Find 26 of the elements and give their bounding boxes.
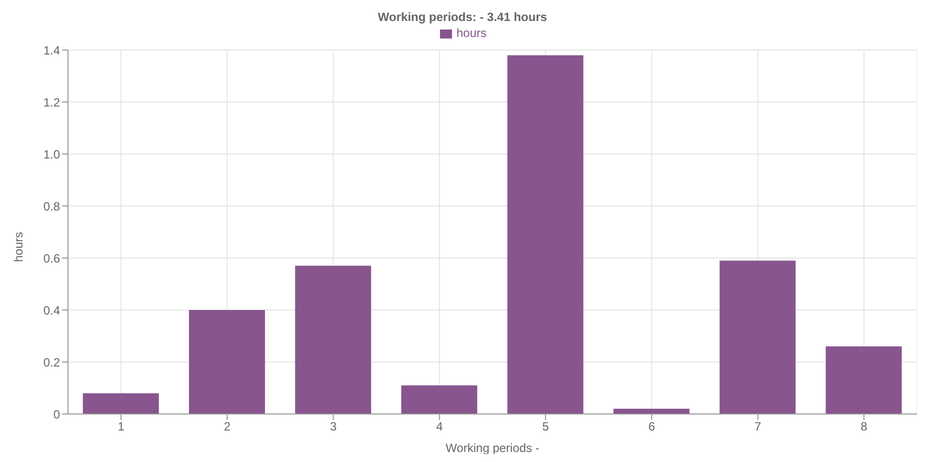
bar (295, 266, 372, 414)
x-tick-label: 8 (860, 420, 868, 434)
x-tick-label: 5 (542, 420, 550, 434)
y-tick-label: 0.8 (43, 199, 60, 214)
legend-label: hours (456, 26, 487, 40)
x-tick-label: 3 (330, 420, 337, 434)
y-tick-label: 0 (53, 407, 60, 422)
y-tick-label: 1.2 (43, 95, 60, 110)
x-tick-label: 6 (648, 420, 656, 434)
bar (401, 385, 478, 414)
y-tick-label: 0.2 (43, 355, 60, 370)
x-tick-label: 2 (224, 420, 231, 434)
bar (507, 55, 584, 414)
chart-title: Working periods: - 3.41 hours (376, 9, 548, 26)
bar (82, 393, 159, 414)
bar (720, 260, 796, 414)
x-tick-label: 7 (754, 420, 762, 434)
bar (826, 346, 902, 414)
x-tick-label: 4 (436, 420, 444, 434)
y-axis-title: hours (11, 232, 26, 262)
x-tick-label: 1 (118, 420, 125, 434)
y-tick-label: 0.6 (43, 251, 60, 266)
y-tick-label: 0.4 (43, 303, 60, 318)
y-tick-label: 1.0 (43, 147, 60, 162)
y-tick-label: 1.4 (43, 43, 60, 58)
bar (188, 310, 265, 414)
